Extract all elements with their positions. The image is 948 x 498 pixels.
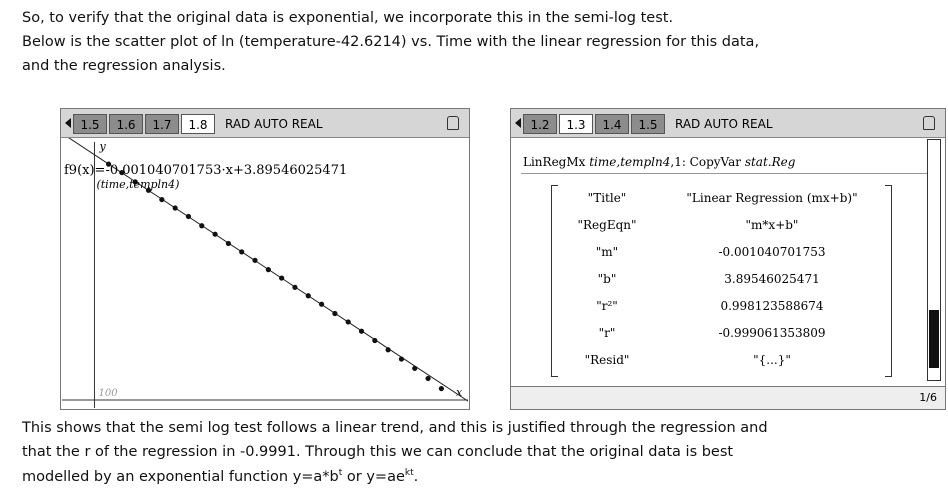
tab-arrow (65, 118, 71, 128)
tab[interactable]: 1.7 (145, 114, 179, 134)
tab[interactable]: 1.3 (559, 114, 593, 134)
data-point (252, 258, 257, 263)
table-value: -0.999061353809 (661, 326, 883, 340)
text-line: that the r of the regression in -0.9991.… (22, 444, 733, 460)
text-line: and the regression analysis. (22, 58, 226, 74)
matrix-bracket-right (885, 185, 892, 377)
data-point (332, 311, 337, 316)
tab[interactable]: 1.4 (595, 114, 629, 134)
data-point (159, 197, 164, 202)
table-value: "m*x+b" (661, 218, 883, 232)
page-indicator: 1/6 (919, 391, 937, 404)
mode-label: RAD AUTO REAL (225, 114, 323, 134)
table-value: 3.89546025471 (661, 272, 883, 286)
lock-icon (447, 116, 459, 130)
data-point (306, 293, 311, 298)
table-value: "Linear Regression (mx+b)" (661, 191, 883, 205)
table-key: "RegEqn" (557, 218, 657, 232)
data-point (359, 329, 364, 334)
text-fragment: or y=ae (342, 469, 405, 485)
text-line: modelled by an exponential function y=a*… (22, 468, 418, 485)
command-args: time,templn4 (589, 155, 670, 169)
data-point (212, 232, 217, 237)
command-target: stat.Reg (745, 155, 796, 169)
divider (521, 173, 927, 174)
data-point (266, 267, 271, 272)
table-key: "r" (557, 326, 657, 340)
text-fragment: kt (405, 468, 414, 478)
text-fragment: modelled by an exponential function y=a*… (22, 469, 339, 485)
data-point (279, 275, 284, 280)
data-point (173, 205, 178, 210)
corner-label: 100 (98, 388, 118, 399)
tab[interactable]: 1.2 (523, 114, 557, 134)
text-line: Below is the scatter plot of ln (tempera… (22, 34, 759, 50)
function-label: f9(x)=-0.001040701753·x+3.89546025471 (64, 163, 347, 178)
data-point (186, 214, 191, 219)
data-point (239, 249, 244, 254)
tab[interactable]: 1.5 (631, 114, 665, 134)
command-name: LinRegMx (523, 155, 589, 169)
lock-icon (923, 116, 935, 130)
data-point (319, 302, 324, 307)
command-line: LinRegMx time,templn4,1: CopyVar stat.Re… (523, 155, 795, 169)
scroll-thumb (929, 310, 939, 368)
data-point (425, 376, 430, 381)
data-point (372, 338, 377, 343)
mode-label: RAD AUTO REAL (675, 114, 773, 134)
tab[interactable]: 1.5 (73, 114, 107, 134)
text-fragment: . (414, 469, 419, 485)
text-line: So, to verify that the original data is … (22, 10, 673, 26)
series-label: (time,templn4) (96, 178, 179, 191)
table-key: "m" (557, 245, 657, 259)
data-point (386, 347, 391, 352)
status-bar: 1/6 (511, 386, 945, 409)
table-key: "r²" (557, 299, 657, 313)
scrollbar (927, 139, 941, 381)
table-key: "Title" (557, 191, 657, 205)
document-page: So, to verify that the original data is … (0, 0, 948, 498)
data-point (226, 241, 231, 246)
data-point (346, 319, 351, 324)
table-key: "b" (557, 272, 657, 286)
data-point (292, 285, 297, 290)
table-value: -0.001040701753 (661, 245, 883, 259)
data-point (412, 366, 417, 371)
table-value: 0.998123588674 (661, 299, 883, 313)
tab[interactable]: 1.8 (181, 114, 215, 134)
tab[interactable]: 1.6 (109, 114, 143, 134)
y-axis-label: y (98, 140, 106, 153)
table-key: "Resid" (557, 353, 657, 367)
tab-arrow (515, 118, 521, 128)
data-point (199, 223, 204, 228)
command-rest: ,1: CopyVar (670, 155, 744, 169)
table-value: "{...}" (661, 353, 883, 367)
data-point (399, 356, 404, 361)
data-point (439, 386, 444, 391)
text-line: This shows that the semi log test follow… (22, 420, 768, 436)
scatter-plot: yx100f9(x)=-0.001040701753·x+3.895460254… (62, 138, 468, 408)
